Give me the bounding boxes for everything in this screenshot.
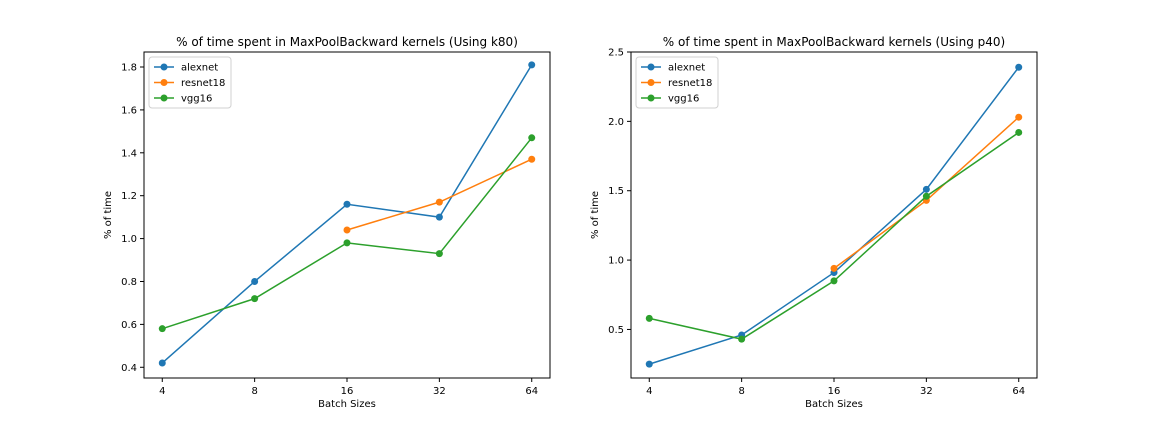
chart-title: % of time spent in MaxPoolBackward kerne…: [176, 35, 518, 49]
legend-marker-alexnet: [647, 63, 655, 71]
y-tick-label: 0.8: [121, 277, 137, 288]
legend: alexnet resnet18 vgg16: [148, 56, 232, 109]
data-point-vgg16: [1015, 128, 1023, 136]
chart-title: % of time spent in MaxPoolBackward kerne…: [663, 35, 1005, 49]
data-point-alexnet: [158, 359, 166, 367]
data-point-alexnet: [251, 277, 259, 285]
y-tick-label: 0.6: [121, 320, 137, 331]
x-tick-label: 16: [341, 386, 354, 397]
legend-label-alexnet: alexnet: [668, 63, 705, 74]
data-point-vgg16: [158, 325, 166, 333]
x-tick-label: 4: [159, 386, 165, 397]
plot-marks: [158, 61, 536, 367]
x-tick-label: 8: [738, 386, 744, 397]
chart-k80: % of time spent in MaxPoolBackward kerne…: [103, 35, 551, 410]
legend-box: [148, 56, 232, 109]
data-point-alexnet: [528, 61, 536, 69]
legend: alexnet resnet18 vgg16: [635, 56, 719, 109]
legend-label-resnet18: resnet18: [668, 78, 712, 89]
data-point-resnet18: [1015, 113, 1023, 121]
y-tick-label: 1.0: [121, 234, 137, 245]
y-tick-label: 1.6: [121, 105, 137, 116]
data-point-vgg16: [343, 239, 351, 247]
data-point-resnet18: [343, 226, 351, 234]
x-ticks: 4 8 16 32 64: [646, 378, 1025, 397]
legend-label-vgg16: vgg16: [668, 94, 699, 105]
data-point-vgg16: [528, 134, 536, 142]
y-tick-label: 1.2: [121, 191, 137, 202]
x-ticks: 4 8 16 32 64: [159, 378, 538, 397]
data-point-resnet18: [435, 198, 443, 206]
data-point-alexnet: [922, 185, 930, 193]
data-point-resnet18: [830, 264, 838, 272]
y-tick-label: 2.5: [608, 48, 624, 59]
legend-label-vgg16: vgg16: [181, 94, 212, 105]
x-tick-label: 64: [1012, 386, 1025, 397]
y-axis-label: % of time: [103, 191, 114, 239]
data-point-alexnet: [343, 200, 351, 208]
legend-marker-vgg16: [160, 94, 168, 102]
data-point-alexnet: [1015, 63, 1023, 71]
data-point-vgg16: [922, 192, 930, 200]
data-point-alexnet: [435, 213, 443, 221]
data-point-vgg16: [830, 277, 838, 285]
data-point-alexnet: [645, 360, 653, 368]
data-point-vgg16: [435, 250, 443, 258]
data-point-vgg16: [251, 295, 259, 303]
x-axis-label: Batch Sizes: [318, 399, 376, 410]
x-axis-label: Batch Sizes: [805, 399, 863, 410]
y-tick-label: 1.8: [121, 63, 137, 74]
x-tick-label: 8: [251, 386, 257, 397]
y-tick-label: 1.5: [608, 186, 624, 197]
y-axis-label: % of time: [590, 191, 601, 239]
y-tick-label: 0.4: [121, 363, 137, 374]
legend-label-alexnet: alexnet: [181, 63, 218, 74]
y-ticks: 0.5 1.0 1.5 2.0 2.5: [608, 48, 631, 336]
legend-box: [635, 56, 719, 109]
y-tick-label: 1.0: [608, 256, 624, 267]
data-point-vgg16: [738, 335, 746, 343]
y-ticks: 0.4 0.6 0.8 1.0 1.2 1.4 1.6 1.8: [121, 63, 144, 374]
legend-marker-resnet18: [160, 79, 168, 86]
y-tick-label: 2.0: [608, 117, 624, 128]
legend-marker-alexnet: [160, 63, 168, 71]
x-tick-label: 32: [920, 386, 933, 397]
data-point-vgg16: [645, 314, 653, 322]
x-tick-label: 32: [433, 386, 446, 397]
x-tick-label: 16: [828, 386, 841, 397]
plot-marks: [645, 63, 1023, 368]
legend-marker-resnet18: [647, 79, 655, 86]
x-tick-label: 4: [646, 386, 652, 397]
legend-label-resnet18: resnet18: [181, 78, 225, 89]
chart-p40: % of time spent in MaxPoolBackward kerne…: [590, 35, 1038, 410]
y-tick-label: 0.5: [608, 325, 624, 336]
y-tick-label: 1.4: [121, 148, 137, 159]
x-tick-label: 64: [525, 386, 538, 397]
data-point-resnet18: [528, 155, 536, 163]
legend-marker-vgg16: [647, 94, 655, 102]
